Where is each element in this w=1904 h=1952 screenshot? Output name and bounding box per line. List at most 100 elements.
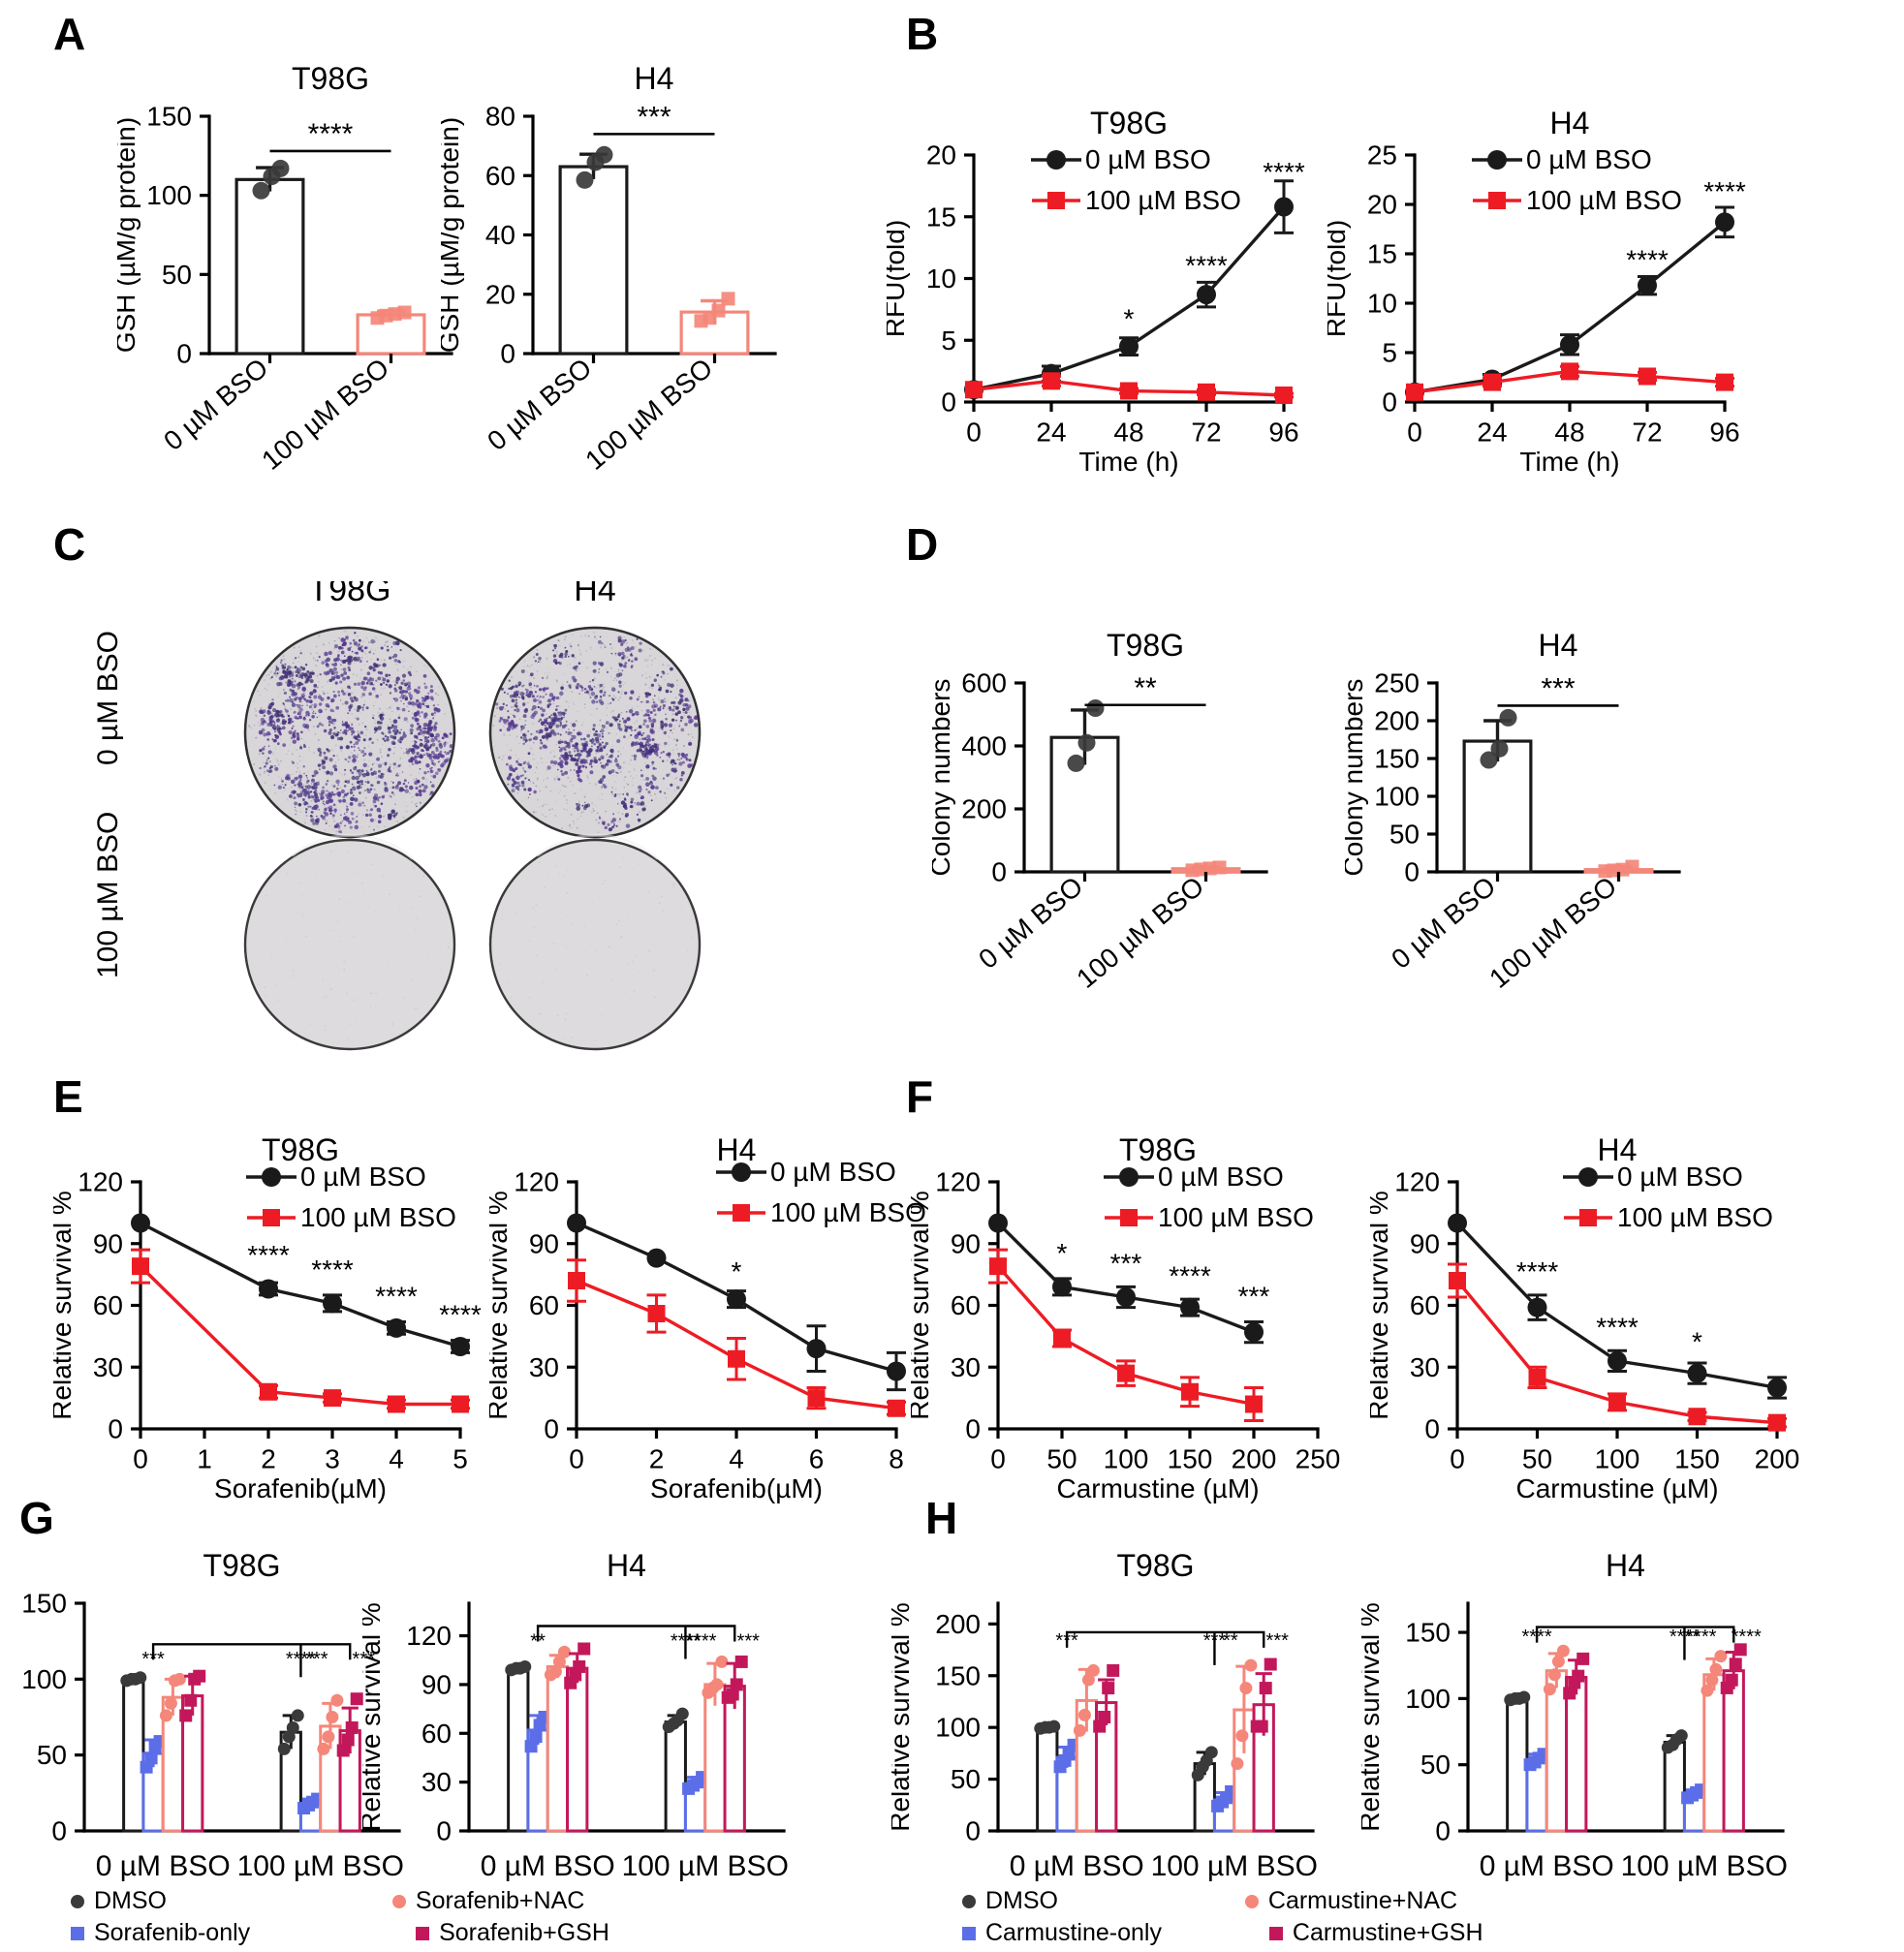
svg-text:50: 50 [951,1764,981,1794]
svg-text:100: 100 [935,1713,981,1743]
svg-text:Relative survival %: Relative survival % [53,1191,77,1420]
svg-text:0 µM BSO: 0 µM BSO [481,1850,615,1882]
svg-text:150: 150 [935,1660,981,1690]
svg-text:***: *** [1266,1630,1290,1652]
svg-text:30: 30 [529,1352,559,1382]
svg-text:0: 0 [990,1443,1006,1473]
svg-text:4: 4 [389,1443,404,1473]
svg-text:0 µM BSO: 0 µM BSO [1526,144,1652,174]
svg-text:0: 0 [108,1414,123,1444]
svg-text:48: 48 [1554,417,1584,447]
svg-text:T98G: T98G [308,581,390,608]
svg-text:***: *** [737,1630,761,1652]
svg-text:100: 100 [1104,1443,1149,1473]
svg-text:H4: H4 [1539,628,1578,663]
svg-text:20: 20 [1367,190,1397,220]
svg-text:100: 100 [146,180,192,210]
svg-text:10: 10 [926,263,956,294]
svg-text:0 µM BSO: 0 µM BSO [1617,1162,1743,1192]
svg-text:****: **** [1516,1256,1559,1286]
svg-text:****: **** [1263,157,1305,187]
svg-text:Time (h): Time (h) [1519,447,1619,477]
svg-text:0 µM BSO: 0 µM BSO [1158,1162,1284,1192]
svg-text:200: 200 [1374,706,1420,736]
svg-text:24: 24 [1036,417,1066,447]
svg-text:Relative survival %: Relative survival % [362,1602,386,1832]
svg-text:100: 100 [1374,782,1420,812]
svg-text:100 µM BSO: 100 µM BSO [622,1850,789,1882]
svg-text:T98G: T98G [203,1548,280,1583]
svg-text:100: 100 [21,1664,67,1694]
svg-text:Sorafenib(µM): Sorafenib(µM) [650,1473,823,1503]
svg-text:****: **** [1596,1312,1639,1342]
svg-text:*: * [1124,304,1135,334]
svg-text:200: 200 [1232,1443,1277,1473]
svg-text:250: 250 [1374,668,1420,698]
svg-text:***: *** [637,101,671,133]
svg-text:150: 150 [1674,1443,1720,1473]
svg-text:Time (h): Time (h) [1078,447,1178,477]
svg-text:50: 50 [1389,820,1420,850]
svg-text:0: 0 [51,1816,67,1846]
svg-text:120: 120 [935,1167,981,1197]
svg-text:100 µM BSO: 100 µM BSO [579,353,718,476]
svg-text:RFU(fold): RFU(fold) [1327,220,1351,337]
svg-text:100 µM BSO: 100 µM BSO [1621,1850,1788,1882]
svg-text:50: 50 [1046,1443,1077,1473]
svg-text:H4: H4 [1606,1548,1645,1583]
svg-text:0: 0 [569,1443,584,1473]
svg-text:0: 0 [176,339,192,369]
svg-text:20: 20 [485,279,515,309]
svg-text:48: 48 [1113,417,1143,447]
svg-text:****: **** [1626,244,1669,274]
svg-text:30: 30 [421,1767,452,1797]
svg-text:0 µM BSO: 0 µM BSO [158,353,273,456]
svg-text:1: 1 [197,1443,212,1473]
svg-text:100: 100 [1595,1443,1640,1473]
svg-text:5: 5 [453,1443,468,1473]
svg-text:400: 400 [961,731,1007,761]
svg-text:40: 40 [485,220,515,250]
svg-text:50: 50 [1420,1750,1451,1780]
svg-text:150: 150 [21,1589,67,1619]
svg-text:50: 50 [1522,1443,1552,1473]
svg-text:200: 200 [961,794,1007,824]
svg-text:100 µM BSO: 100 µM BSO [1483,871,1622,994]
svg-text:H4: H4 [635,63,674,96]
svg-text:6: 6 [809,1443,825,1473]
svg-text:Relative survival %: Relative survival % [1361,1602,1385,1832]
svg-text:90: 90 [529,1228,559,1258]
svg-text:****: **** [1686,1627,1716,1648]
svg-text:150: 150 [1168,1443,1213,1473]
svg-text:H4: H4 [574,581,615,608]
svg-text:****: **** [1732,1627,1762,1648]
svg-text:*: * [1057,1238,1068,1268]
svg-text:150: 150 [146,102,192,132]
svg-text:****: **** [375,1282,418,1312]
svg-text:200: 200 [935,1609,981,1639]
svg-text:GSH (µM/g protein): GSH (µM/g protein) [441,117,464,353]
svg-text:0 µM BSO: 0 µM BSO [482,353,597,456]
svg-text:100 µM BSO: 100 µM BSO [1158,1202,1314,1232]
svg-text:5: 5 [941,325,956,356]
svg-text:30: 30 [951,1352,981,1382]
svg-text:Colony numbers: Colony numbers [1345,679,1368,877]
svg-text:0: 0 [436,1816,452,1846]
svg-text:H4: H4 [607,1548,646,1583]
svg-text:80: 80 [485,102,515,132]
svg-text:0: 0 [991,857,1007,887]
svg-text:***: *** [305,1649,328,1670]
svg-text:90: 90 [951,1228,981,1258]
svg-text:Colony numbers: Colony numbers [932,679,955,877]
svg-text:**: ** [1134,672,1157,704]
svg-text:120: 120 [1394,1167,1440,1197]
svg-text:60: 60 [951,1290,981,1320]
svg-text:H4: H4 [717,1132,757,1167]
svg-text:****: **** [1169,1260,1211,1290]
svg-text:0: 0 [1382,387,1397,418]
svg-text:600: 600 [961,668,1007,698]
svg-text:0 µM BSO: 0 µM BSO [770,1157,896,1187]
svg-text:H4: H4 [1550,106,1590,140]
svg-text:***: *** [1541,672,1575,704]
svg-text:150: 150 [1374,744,1420,774]
